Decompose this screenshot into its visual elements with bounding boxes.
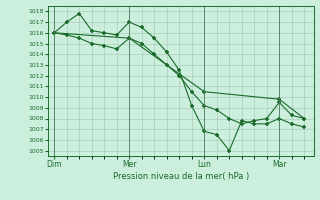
X-axis label: Pression niveau de la mer( hPa ): Pression niveau de la mer( hPa ) [113,172,249,181]
